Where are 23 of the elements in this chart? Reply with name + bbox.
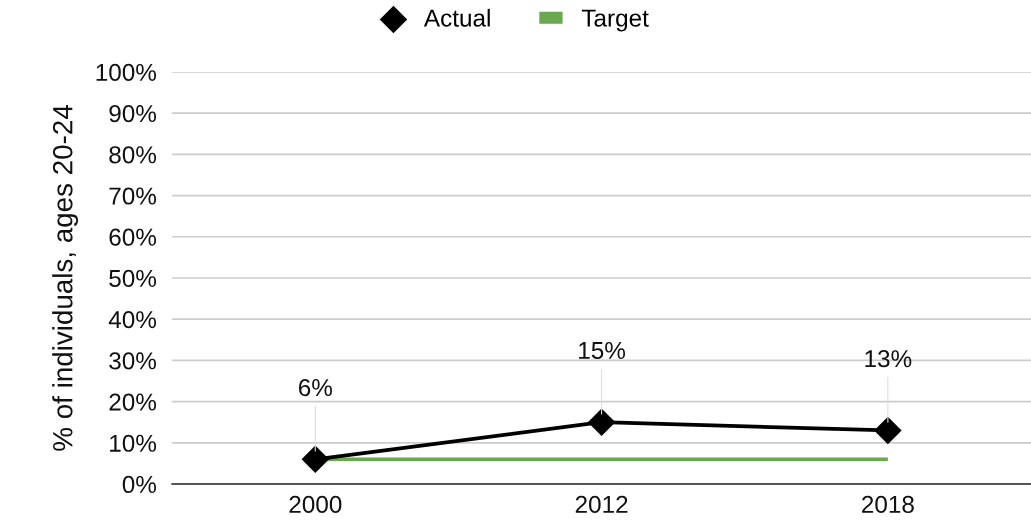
y-tick-label: 40% [108, 311, 157, 329]
data-label: 13% [865, 350, 912, 368]
legend-label: Target [581, 9, 649, 32]
y-tick-label: 30% [109, 352, 157, 370]
point [301, 445, 329, 473]
x-tick-label: 2012 [575, 495, 628, 513]
y-tick-label: 20% [109, 393, 157, 411]
point [874, 417, 902, 444]
x-tick-label: 2018 [862, 495, 914, 513]
legend-label: Actual [423, 8, 490, 27]
y-tick-label: 70% [109, 187, 157, 205]
y-tick-label: 0% [122, 475, 157, 494]
y-tick-label: 100% [96, 63, 157, 81]
y-axis-title: % of individuals, ages 20-24 [52, 105, 79, 451]
data-label: 15% [579, 341, 626, 360]
x-tick-label: 2000 [289, 495, 342, 513]
y-tick-label: 90% [109, 104, 157, 123]
data-label: 6% [298, 378, 333, 397]
y-tick-label: 10% [110, 434, 157, 452]
y-tick-label: 50% [109, 269, 157, 288]
y-tick-label: 60% [109, 228, 157, 246]
point [588, 408, 616, 436]
y-tick-label: 80% [109, 146, 157, 164]
